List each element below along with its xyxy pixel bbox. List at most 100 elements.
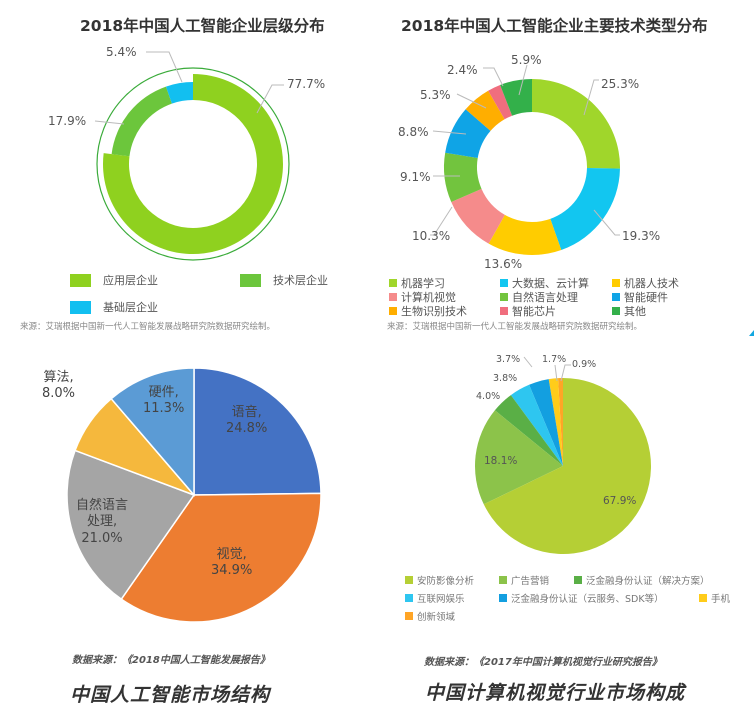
legend-swatch	[405, 576, 413, 584]
chart-title: 中国人工智能市场结构	[70, 684, 271, 706]
donut-chart-tech	[430, 64, 620, 256]
data-label: 4.0%	[476, 391, 501, 402]
slice-5	[445, 109, 491, 159]
legend-item: 手机	[699, 591, 730, 605]
legend-item: 机器人技术	[612, 275, 679, 291]
pie-chart-cv	[475, 356, 651, 554]
legend-item: 机器学习	[389, 275, 445, 291]
legend-swatch	[500, 279, 508, 287]
legend-swatch	[574, 576, 582, 584]
slice-3	[510, 384, 563, 466]
legend-swatch	[389, 307, 397, 315]
data-label: 9.1%	[400, 170, 431, 184]
slice-4	[529, 379, 563, 466]
legend-swatch	[500, 307, 508, 315]
slice-1	[111, 86, 172, 157]
data-label: 17.9%	[48, 114, 87, 128]
legend-item: 泛金融身份认证（解决方案）	[574, 573, 710, 587]
data-source-citation: 数据来源：《2018中国人工智能发展报告》	[72, 655, 270, 666]
legend-swatch	[405, 594, 413, 602]
data-label: 3.8%	[493, 373, 518, 384]
legend-item-foundation: 基础层企业	[70, 299, 158, 315]
slice-6	[465, 90, 505, 131]
legend-item: 安防影像分析	[405, 573, 474, 587]
legend-swatch	[405, 612, 413, 620]
slice-1	[475, 410, 563, 505]
legend-item: 计算机视觉	[389, 289, 456, 305]
data-source-citation: 数据来源：《2017年中国计算机视觉行业研究报告》	[424, 657, 662, 668]
legend-swatch	[389, 279, 397, 287]
legend-item: 互联网娱乐	[405, 591, 465, 605]
slice-0	[483, 378, 651, 554]
slice-4	[444, 152, 482, 202]
legend-swatch	[500, 293, 508, 301]
legend-item: 生物识别技术	[389, 303, 467, 319]
data-label: 0.9%	[572, 359, 597, 370]
data-label: 77.7%	[287, 77, 326, 91]
legend-item: 大数据、云计算	[500, 275, 589, 291]
slice-0	[193, 367, 322, 496]
slice-2	[165, 82, 193, 104]
slice-0	[532, 79, 620, 169]
data-label: 5.3%	[420, 88, 451, 102]
slice-label-hardware: 硬件, 11.3%	[143, 385, 185, 417]
data-label: 8.8%	[398, 125, 429, 139]
legend-swatch	[499, 576, 507, 584]
panel-tech-distribution: 2018年中国人工智能企业主要技术类型分布 25.3% 19.3% 13.6% …	[377, 0, 754, 336]
legend-item: 广告营销	[499, 573, 549, 587]
legend-item: 泛金融身份认证（云服务、SDK等）	[499, 591, 664, 605]
legend-item: 创新领域	[405, 609, 455, 623]
data-label: 1.7%	[542, 354, 567, 365]
data-label: 5.4%	[106, 45, 137, 59]
data-label: 19.3%	[622, 229, 661, 243]
legend-swatch	[499, 594, 507, 602]
data-label: 10.3%	[412, 229, 451, 243]
slice-label-algorithm: 算法, 8.0%	[42, 370, 76, 402]
chart-title: 2018年中国人工智能企业层级分布	[80, 17, 325, 35]
slice-2	[488, 214, 562, 256]
slice-2	[494, 395, 563, 466]
legend-item-technology: 技术层企业	[240, 272, 328, 288]
data-label: 2.4%	[447, 63, 478, 77]
data-label: 67.9%	[603, 495, 637, 507]
legend-swatch	[70, 273, 91, 287]
legend-swatch	[612, 307, 620, 315]
legend-swatch	[612, 293, 620, 301]
slice-1	[550, 168, 620, 250]
pie-chart-market	[66, 367, 322, 623]
legend-swatch	[612, 279, 620, 287]
slice-5	[548, 378, 563, 466]
data-label: 18.1%	[484, 455, 518, 467]
slice-8	[500, 79, 532, 116]
panel-cv-market: 67.9% 18.1% 4.0% 3.8% 3.7% 1.7% 0.9% 安防影…	[377, 335, 754, 719]
corner-accent	[749, 330, 754, 336]
slice-0	[103, 74, 283, 254]
slice-6	[558, 378, 563, 466]
legend-item-application: 应用层企业	[70, 272, 158, 288]
chart-title: 中国计算机视觉行业市场构成	[425, 682, 686, 704]
slice-1	[120, 492, 322, 623]
panel-market-structure: 语音, 24.8% 视觉, 34.9% 自然语言 处理, 21.0% 算法, 8.0% 硬…	[0, 335, 377, 719]
slice-4	[110, 367, 195, 498]
panel-layer-distribution: 2018年中国人工智能企业层级分布 77.7% 17.9% 5.4% 应用层企业…	[0, 0, 377, 335]
legend-item: 其他	[612, 303, 646, 319]
source-note: 来源：艾瑞根据中国新一代人工智能发展战略研究院数据研究绘制。	[387, 322, 643, 332]
slice-7	[488, 84, 513, 120]
source-note: 来源：艾瑞根据中国新一代人工智能发展战略研究院数据研究绘制。	[20, 322, 276, 332]
data-label: 13.6%	[484, 257, 523, 271]
legend-swatch	[699, 594, 707, 602]
legend-swatch	[70, 300, 91, 314]
slice-label-nlp: 自然语言 处理, 21.0%	[76, 498, 129, 546]
donut-chart-layer	[94, 51, 290, 261]
legend-swatch	[240, 273, 261, 287]
slice-3	[451, 188, 505, 244]
legend-swatch	[389, 293, 397, 301]
slice-label-vision: 视觉, 34.9%	[211, 547, 253, 579]
data-label: 3.7%	[496, 354, 521, 365]
legend-item: 智能芯片	[500, 303, 556, 319]
data-label: 25.3%	[601, 77, 640, 91]
legend-item: 自然语言处理	[500, 289, 578, 305]
chart-title: 2018年中国人工智能企业主要技术类型分布	[401, 17, 708, 35]
slice-label-speech: 语音, 24.8%	[226, 405, 268, 437]
legend-item: 智能硬件	[612, 289, 668, 305]
